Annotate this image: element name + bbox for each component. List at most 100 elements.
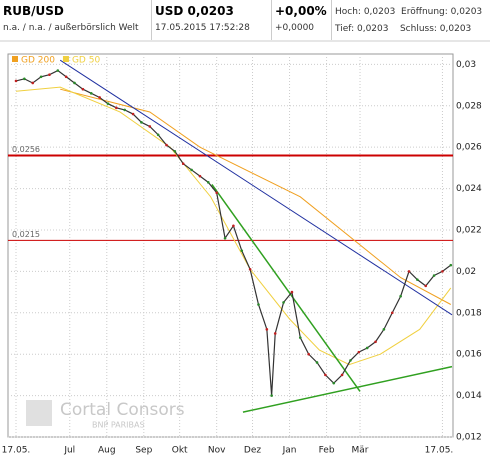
price-point: [232, 224, 235, 228]
price-point: [140, 121, 143, 124]
x-tick-label: Dez: [244, 446, 261, 456]
price-point: [290, 290, 294, 294]
x-tick-label: Feb: [319, 446, 335, 456]
price-point: [165, 143, 168, 147]
ma-line: [60, 88, 452, 305]
legend-label: GD 50: [72, 56, 100, 66]
price-point: [257, 303, 260, 306]
price-point: [449, 263, 453, 267]
price-point: [223, 236, 227, 240]
market: n.a. / n.a. / außerbörslich Welt: [3, 23, 139, 33]
price-point: [349, 359, 352, 362]
legend-label: GD 200: [21, 56, 55, 66]
x-tick-label: Mär: [352, 446, 369, 456]
trend-line: [59, 59, 453, 316]
price-point: [432, 274, 436, 277]
price-point: [399, 294, 402, 298]
y-tick-label: 0,012: [456, 433, 482, 443]
price-point: [407, 270, 411, 273]
price-point: [340, 373, 344, 377]
y-tick-label: 0,026: [456, 143, 482, 153]
x-tick-label: Aug: [98, 446, 116, 456]
trend-line: [211, 183, 361, 392]
price-point: [81, 87, 85, 91]
price-point: [332, 381, 336, 385]
price-point: [173, 150, 177, 153]
price-point: [198, 174, 202, 178]
price-point: [106, 102, 110, 105]
watermark-logo: [26, 400, 52, 426]
x-tick-label: Jul: [63, 446, 75, 456]
price-point: [315, 361, 319, 364]
price-point: [282, 301, 285, 304]
price-point: [270, 394, 273, 397]
plot-frame: [7, 53, 454, 438]
low: Tief: 0,0203: [335, 24, 389, 34]
trend-line: [242, 365, 453, 413]
header-ohlc: Hoch: 0,0203 Eröffnung: 0,0203 Tief: 0,0…: [332, 0, 490, 40]
header-change: +0,00% +0,0000: [272, 0, 332, 40]
level-label: 0,0215: [12, 230, 40, 239]
watermark-sub: BNP PARIBAS: [92, 421, 145, 430]
price-point: [181, 162, 185, 166]
price-point: [248, 268, 252, 271]
title: RUB/USD: [3, 4, 64, 18]
x-tick-label: Okt: [172, 446, 188, 456]
price-point: [131, 112, 135, 116]
price-line: [15, 69, 452, 396]
price-point: [56, 69, 60, 72]
x-tick-label: Nov: [208, 446, 226, 456]
price-point: [357, 350, 361, 354]
x-tick-label: 17.05.: [425, 446, 454, 456]
open: Eröffnung: 0,0203: [401, 7, 483, 17]
price-point: [324, 373, 327, 377]
price-point: [156, 133, 160, 137]
change-pct: +0,00%: [275, 4, 327, 18]
header-name: RUB/USD n.a. / n.a. / außerbörslich Welt: [0, 0, 152, 40]
x-tick-label: 17.05.: [2, 446, 31, 456]
price-point: [23, 77, 26, 81]
high: Hoch: 0,0203: [335, 7, 396, 17]
price-point: [382, 328, 386, 331]
close: Schluss: 0,0203: [399, 24, 472, 34]
y-tick-label: 0,014: [456, 391, 482, 401]
price-point: [298, 336, 302, 339]
time: 17.05.2015 17:52:28: [155, 23, 250, 33]
price-point: [416, 278, 419, 281]
level-label: 0,0256: [12, 145, 40, 154]
y-tick-label: 0,016: [456, 350, 482, 360]
price-point: [14, 79, 18, 83]
price-point: [115, 106, 118, 110]
price-point: [123, 108, 127, 112]
x-tick-label: Sep: [135, 446, 152, 456]
price-point: [64, 75, 68, 79]
legend-swatch: [12, 56, 18, 62]
price-point: [441, 270, 444, 273]
price-point: [273, 332, 277, 335]
price-point: [424, 284, 428, 288]
price-point: [207, 181, 210, 184]
price-point: [31, 81, 35, 85]
price-point: [73, 81, 76, 85]
y-tick-label: 0,02: [456, 267, 476, 277]
legend-swatch: [62, 56, 69, 62]
y-tick-label: 0,024: [456, 184, 482, 194]
price-point: [265, 328, 269, 331]
price-point: [390, 311, 394, 315]
price-point: [39, 75, 43, 79]
watermark: Cortal Consors: [60, 400, 185, 420]
change-abs: +0,0000: [275, 23, 315, 33]
price-point: [48, 73, 51, 77]
price-point: [98, 96, 101, 99]
price-point: [307, 352, 310, 356]
price-point: [365, 346, 369, 350]
price-point: [240, 249, 244, 252]
ma-line: [15, 86, 452, 366]
price-point: [190, 168, 193, 172]
price-point: [215, 191, 218, 195]
x-tick-label: Jan: [282, 446, 297, 456]
y-tick-label: 0,028: [456, 101, 482, 111]
y-tick-label: 0,018: [456, 308, 482, 318]
